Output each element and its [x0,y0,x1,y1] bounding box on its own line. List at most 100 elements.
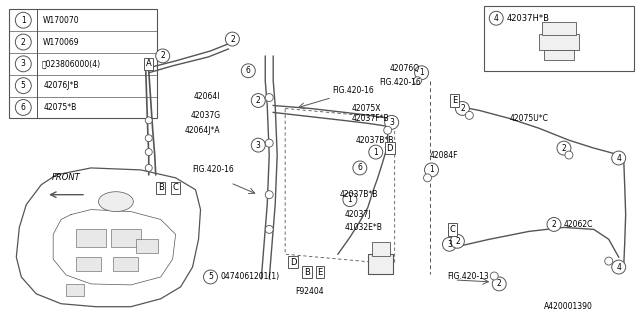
Bar [542,22,576,35]
Text: 4: 4 [494,14,499,23]
Circle shape [369,145,383,159]
Text: C: C [173,183,179,192]
Text: 1: 1 [429,165,434,174]
Text: 5: 5 [21,81,26,90]
Circle shape [265,93,273,101]
Bar [10,9,157,118]
Circle shape [252,93,265,108]
Circle shape [451,234,465,248]
Text: 42075*B: 42075*B [44,103,76,112]
Text: W170070: W170070 [44,16,80,25]
Text: 42064I: 42064I [194,92,220,101]
Circle shape [353,161,367,175]
Text: 42037G: 42037G [190,111,220,120]
Text: D: D [290,258,296,267]
Text: 3: 3 [256,140,260,150]
Circle shape [15,34,31,50]
Circle shape [156,49,170,63]
Bar [76,257,101,271]
Text: 42064J*A: 42064J*A [185,126,220,135]
Text: 2: 2 [455,237,460,246]
Circle shape [424,163,438,177]
Circle shape [605,257,612,265]
Text: 1: 1 [348,195,352,204]
Circle shape [343,193,357,207]
Text: F92404: F92404 [295,287,324,296]
Text: FIG.420-13: FIG.420-13 [447,272,489,282]
Circle shape [612,260,626,274]
Text: 2: 2 [230,35,235,44]
Text: B: B [157,183,164,192]
Text: 1: 1 [373,148,378,156]
Text: 0474061201(1): 0474061201(1) [220,272,280,282]
Text: 42075U*C: 42075U*C [509,114,548,123]
Bar [539,34,579,50]
Text: 6: 6 [246,66,251,75]
Text: B: B [304,268,310,276]
Circle shape [492,277,506,291]
Circle shape [145,148,152,156]
Text: 42037B*B: 42037B*B [340,190,378,199]
Text: FIG.420-16: FIG.420-16 [332,86,374,95]
Text: D: D [387,144,393,153]
Text: 3: 3 [21,59,26,68]
Text: A: A [146,59,152,68]
Text: 1: 1 [419,68,424,77]
Text: 41032E*B: 41032E*B [345,223,383,232]
Circle shape [265,225,273,233]
Text: A420001390: A420001390 [544,302,593,311]
Text: 2: 2 [460,104,465,113]
Text: W170069: W170069 [44,37,80,46]
Circle shape [252,138,265,152]
Circle shape [265,191,273,199]
Text: 6: 6 [357,164,362,172]
Text: 42037J: 42037J [345,210,371,219]
Circle shape [465,111,474,119]
Text: 5: 5 [208,272,213,282]
Circle shape [204,270,218,284]
Circle shape [442,237,456,251]
Text: 42062C: 42062C [564,220,593,229]
Bar [372,242,390,256]
Circle shape [265,139,273,147]
Circle shape [15,78,31,93]
Circle shape [612,151,626,165]
Text: 42037B*B: 42037B*B [356,136,394,145]
Circle shape [413,77,422,85]
Bar [111,229,141,247]
Text: FRONT: FRONT [52,173,81,182]
Text: 3: 3 [389,118,394,127]
Text: 2: 2 [561,144,566,153]
Circle shape [15,12,31,28]
Circle shape [424,174,431,182]
Text: 42076Q: 42076Q [390,64,420,73]
Circle shape [557,141,571,155]
Circle shape [145,135,152,142]
Circle shape [489,11,503,25]
Bar [113,257,138,271]
Ellipse shape [99,192,133,212]
Bar [544,50,574,60]
Text: 2: 2 [497,279,502,288]
Text: 3: 3 [447,240,452,249]
Circle shape [241,64,255,78]
Circle shape [565,151,573,159]
Text: 2: 2 [552,220,556,229]
Text: E: E [452,96,457,105]
Text: Ⓝ023806000(4): Ⓝ023806000(4) [41,59,100,68]
Text: 42075X: 42075X [352,104,381,113]
Text: E: E [317,268,323,276]
Text: 42037F*B: 42037F*B [352,114,390,123]
Bar [76,229,106,247]
Text: 4: 4 [616,154,621,163]
Text: FIG.420-16: FIG.420-16 [380,78,422,87]
Circle shape [384,126,392,134]
Bar [368,254,393,274]
Circle shape [145,164,152,172]
Text: 2: 2 [160,52,165,60]
Circle shape [490,272,498,280]
Text: 42084F: 42084F [429,150,458,160]
Text: 6: 6 [21,103,26,112]
Text: 4: 4 [616,263,621,272]
Text: 2: 2 [256,96,260,105]
